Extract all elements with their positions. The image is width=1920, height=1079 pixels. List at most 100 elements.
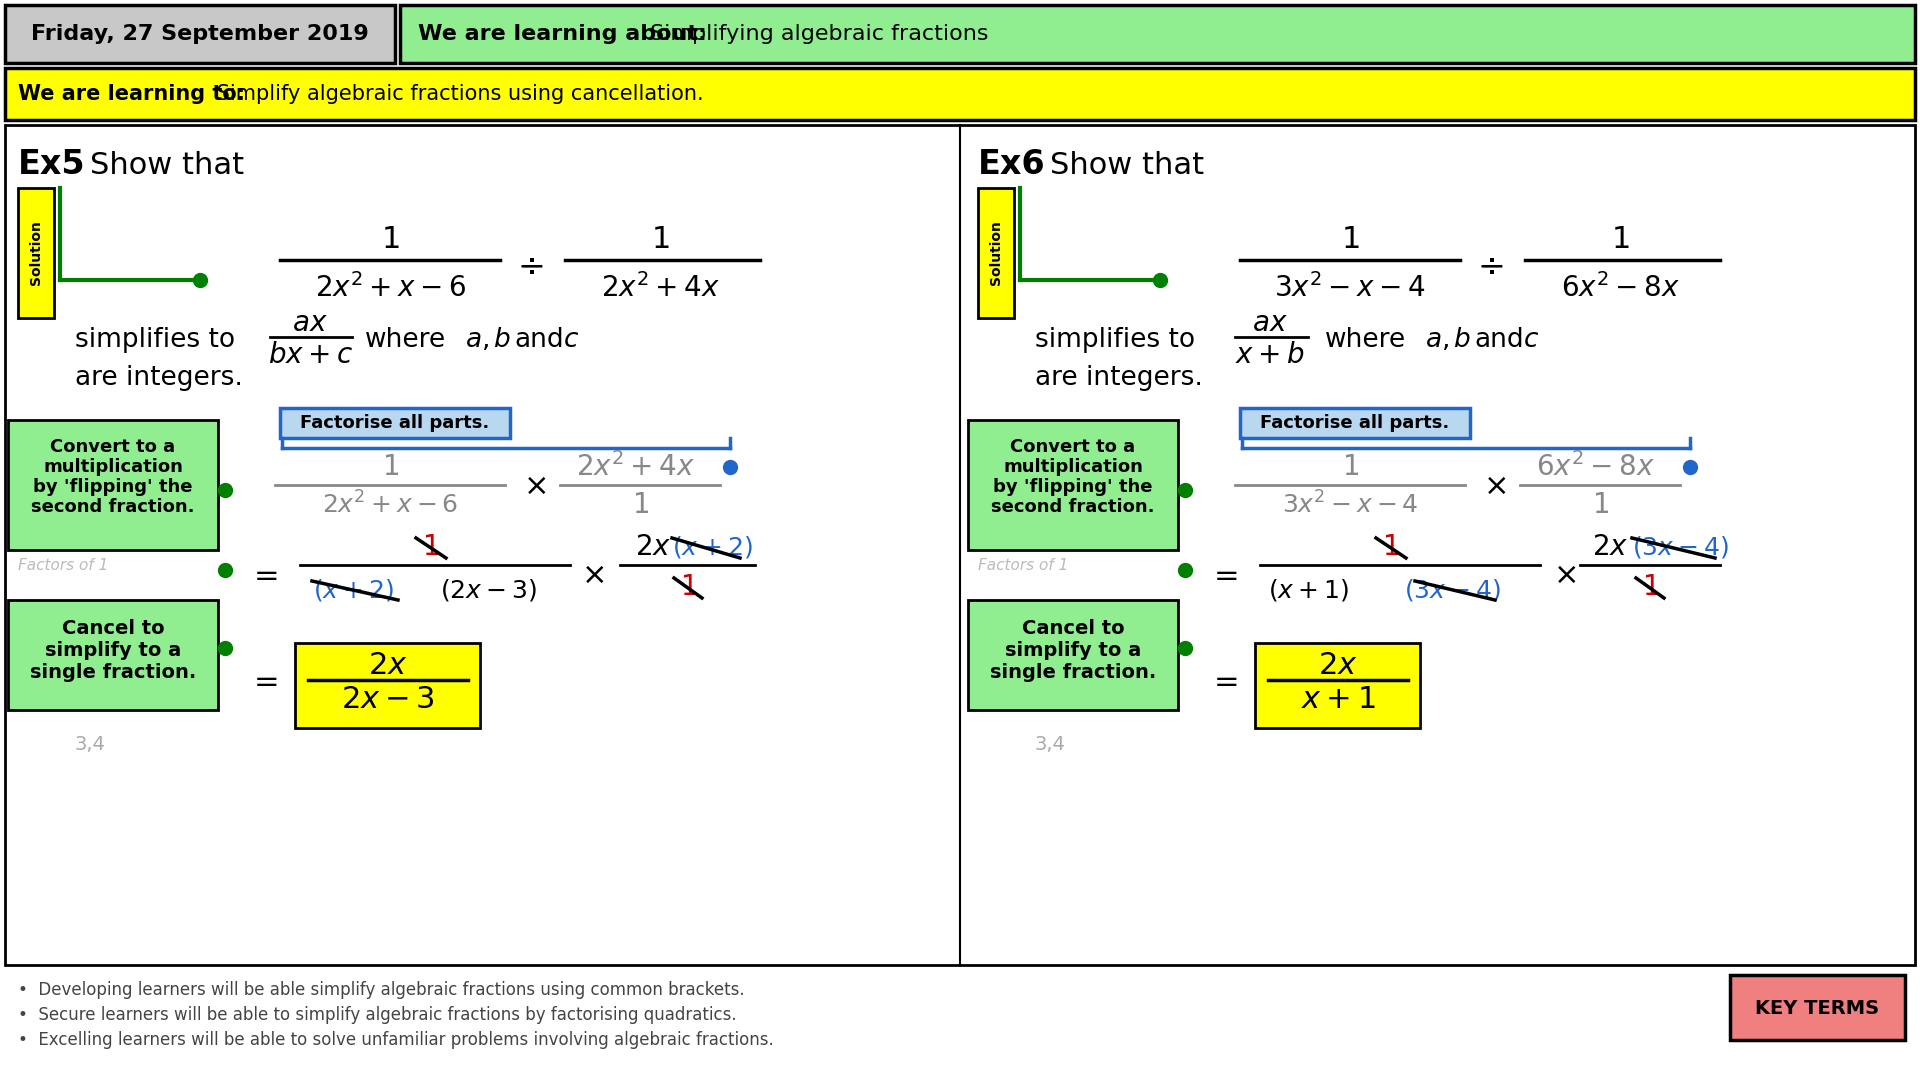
Text: Cancel to: Cancel to <box>1021 618 1125 638</box>
Text: $2x$: $2x$ <box>1592 533 1628 561</box>
Text: $3x^2-x-4$: $3x^2-x-4$ <box>1283 491 1419 519</box>
Text: $a,$: $a,$ <box>465 327 490 353</box>
Text: $2x^2+x-6$: $2x^2+x-6$ <box>323 491 459 519</box>
Text: $1$: $1$ <box>380 226 399 255</box>
Text: where: where <box>1325 327 1405 353</box>
Text: Solution: Solution <box>989 220 1002 286</box>
Text: Convert to a: Convert to a <box>50 438 175 456</box>
Text: $1$: $1$ <box>632 491 649 519</box>
Text: by 'flipping' the: by 'flipping' the <box>993 478 1152 496</box>
FancyBboxPatch shape <box>8 600 219 710</box>
Text: $1$: $1$ <box>1611 226 1630 255</box>
Text: We are learning about:: We are learning about: <box>419 24 722 44</box>
Text: $b$: $b$ <box>1453 327 1471 353</box>
Text: $2x^2+4x$: $2x^2+4x$ <box>576 452 695 482</box>
Text: Factors of 1: Factors of 1 <box>977 558 1068 573</box>
Text: $=$: $=$ <box>1208 666 1238 695</box>
Text: $\times$: $\times$ <box>524 472 547 501</box>
Text: simplify to a: simplify to a <box>44 641 180 659</box>
Text: second fraction.: second fraction. <box>31 498 194 516</box>
Text: $1$: $1$ <box>382 453 399 481</box>
Text: $6x^2-8x$: $6x^2-8x$ <box>1536 452 1655 482</box>
Text: $1$: $1$ <box>680 573 697 601</box>
Text: $bx+c$: $bx+c$ <box>267 341 353 369</box>
Text: We are learning to:: We are learning to: <box>17 84 252 104</box>
Text: simplifies to: simplifies to <box>1035 327 1194 353</box>
Text: $1$: $1$ <box>422 533 438 561</box>
Text: single fraction.: single fraction. <box>31 663 196 682</box>
Text: second fraction.: second fraction. <box>991 498 1154 516</box>
FancyBboxPatch shape <box>968 420 1179 550</box>
FancyBboxPatch shape <box>977 188 1014 318</box>
Text: Simplifying algebraic fractions: Simplifying algebraic fractions <box>651 24 989 44</box>
Text: multiplication: multiplication <box>1002 457 1142 476</box>
FancyBboxPatch shape <box>399 5 1914 63</box>
Text: by 'flipping' the: by 'flipping' the <box>33 478 192 496</box>
Text: Ex5: Ex5 <box>17 149 86 181</box>
Text: $(x+2)$: $(x+2)$ <box>672 534 753 560</box>
Text: simplify to a: simplify to a <box>1004 641 1140 659</box>
Text: $1$: $1$ <box>1382 533 1398 561</box>
Text: Ex6: Ex6 <box>977 149 1046 181</box>
Text: •  Secure learners will be able to simplify algebraic fractions by factorising q: • Secure learners will be able to simpli… <box>17 1006 737 1024</box>
Text: 3,4: 3,4 <box>75 736 106 754</box>
Text: KEY TERMS: KEY TERMS <box>1755 998 1880 1017</box>
Text: and: and <box>515 327 564 353</box>
Text: $\div$: $\div$ <box>1476 248 1503 282</box>
Text: $3x^2-x-4$: $3x^2-x-4$ <box>1275 273 1427 303</box>
Text: $1$: $1$ <box>651 226 670 255</box>
FancyBboxPatch shape <box>968 600 1179 710</box>
Text: $(3x-4)$: $(3x-4)$ <box>1632 534 1728 560</box>
Text: multiplication: multiplication <box>42 457 182 476</box>
FancyBboxPatch shape <box>6 68 1914 120</box>
Text: $a,$: $a,$ <box>1425 327 1450 353</box>
Text: Show that: Show that <box>90 150 244 179</box>
Text: are integers.: are integers. <box>75 365 242 391</box>
Text: $6x^2-8x$: $6x^2-8x$ <box>1561 273 1680 303</box>
Text: $2x$: $2x$ <box>636 533 672 561</box>
Text: single fraction.: single fraction. <box>991 663 1156 682</box>
FancyBboxPatch shape <box>280 408 511 438</box>
Text: $2x^2+4x$: $2x^2+4x$ <box>601 273 720 303</box>
Text: $2x-3$: $2x-3$ <box>342 685 436 714</box>
Text: $1$: $1$ <box>1342 453 1359 481</box>
Text: Show that: Show that <box>1050 150 1204 179</box>
Text: $\times$: $\times$ <box>1553 560 1576 589</box>
Text: $\times$: $\times$ <box>582 560 605 589</box>
Text: Solution: Solution <box>29 220 42 286</box>
Text: $\times$: $\times$ <box>1484 472 1507 501</box>
Text: $ax$: $ax$ <box>292 309 328 337</box>
Text: Factorise all parts.: Factorise all parts. <box>300 414 490 432</box>
Text: $c$: $c$ <box>563 327 580 353</box>
Text: $x+1$: $x+1$ <box>1300 685 1375 714</box>
Text: simplifies to: simplifies to <box>75 327 234 353</box>
Text: •  Developing learners will be able simplify algebraic fractions using common br: • Developing learners will be able simpl… <box>17 981 745 999</box>
FancyBboxPatch shape <box>1730 975 1905 1040</box>
Text: Simplify algebraic fractions using cancellation.: Simplify algebraic fractions using cance… <box>209 84 703 104</box>
Text: $(x+2)$: $(x+2)$ <box>313 577 394 603</box>
Text: $(3x-4)$: $(3x-4)$ <box>1404 577 1500 603</box>
Text: $=$: $=$ <box>248 560 278 589</box>
FancyBboxPatch shape <box>1240 408 1471 438</box>
FancyBboxPatch shape <box>1256 643 1421 728</box>
FancyBboxPatch shape <box>296 643 480 728</box>
Text: $1$: $1$ <box>1592 491 1609 519</box>
Text: Factorise all parts.: Factorise all parts. <box>1260 414 1450 432</box>
Text: and: and <box>1475 327 1524 353</box>
Text: $\div$: $\div$ <box>516 248 543 282</box>
Text: $c$: $c$ <box>1523 327 1540 353</box>
Text: Cancel to: Cancel to <box>61 618 165 638</box>
Text: where: where <box>365 327 445 353</box>
FancyBboxPatch shape <box>17 188 54 318</box>
Text: •  Excelling learners will be able to solve unfamiliar problems involving algebr: • Excelling learners will be able to sol… <box>17 1032 774 1049</box>
FancyBboxPatch shape <box>6 5 396 63</box>
Text: $=$: $=$ <box>248 666 278 695</box>
Text: $ax$: $ax$ <box>1252 309 1288 337</box>
Text: $2x$: $2x$ <box>369 652 407 681</box>
FancyBboxPatch shape <box>8 420 219 550</box>
Text: $(x+1)$: $(x+1)$ <box>1267 577 1348 603</box>
Text: Friday, 27 September 2019: Friday, 27 September 2019 <box>31 24 369 44</box>
Text: are integers.: are integers. <box>1035 365 1202 391</box>
Text: $2x$: $2x$ <box>1319 652 1357 681</box>
Text: $=$: $=$ <box>1208 560 1238 589</box>
